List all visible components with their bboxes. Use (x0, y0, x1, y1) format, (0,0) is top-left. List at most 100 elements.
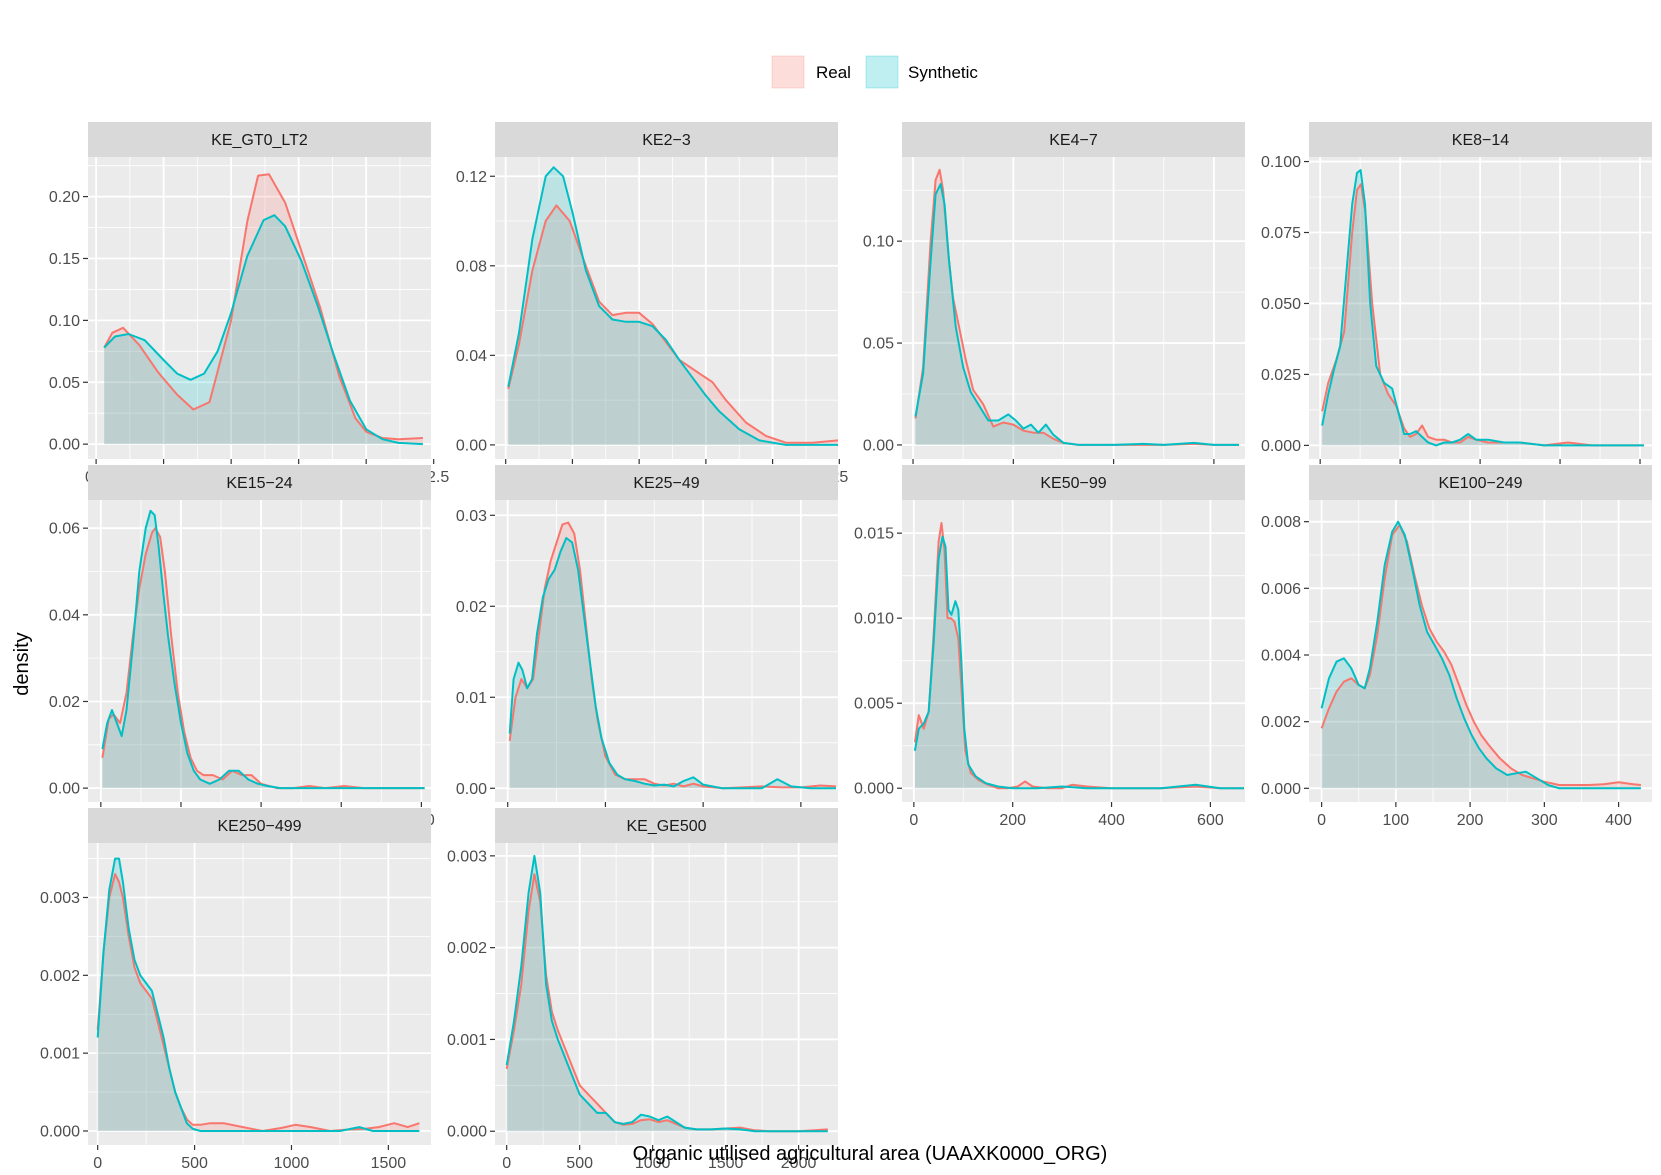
facet-ke-ge500-y-tick-label: 0.000 (447, 1124, 487, 1141)
facet-ke-ge500-y-tick-label: 0.002 (447, 940, 487, 957)
facet-ke50-99: KE50−99 0 200 400 600 0.000 0.005 0.010 0.015 (854, 465, 1245, 829)
facet-ke15-24: KE15−2402550751000.000.020.040.06 (49, 465, 435, 829)
facet-ke100-249-x-tick-label: 100 (1383, 812, 1410, 829)
facet-ke-gt0-lt2-line-real (103, 173, 423, 441)
facet-ke250-499-area-synthetic (97, 858, 420, 1131)
facet-ke4-7-strip (902, 122, 1245, 157)
facet-ke-ge500-x-tick-label: 2000 (781, 1155, 817, 1172)
facet-ke-ge500-y-tick-label: 0.001 (447, 1032, 487, 1049)
facet-ke8-14-y-tick-label: 0.075 (1261, 225, 1301, 242)
facet-ke-gt0-lt2-panel (88, 157, 431, 459)
facet-ke100-249-y-tick-label: 0.002 (1261, 714, 1301, 731)
facet-ke2-3-panel (495, 157, 838, 459)
facet-ke2-3-area-synthetic (508, 167, 838, 445)
facet-ke50-99-x-tick-label: 200 (999, 812, 1026, 829)
facet-ke250-499-x-tick-label: 1000 (274, 1155, 310, 1172)
facet-ke-ge500-strip-label: KE_GE500 (626, 818, 706, 835)
facet-ke2-3-line-real (507, 204, 839, 444)
facet-ke100-249-x-tick-label: 0 (1317, 812, 1326, 829)
facet-ke100-249-strip-label: KE100−249 (1438, 475, 1522, 492)
facet-ke-gt0-lt2-y-tick-label: 0.15 (49, 251, 80, 268)
facet-ke100-249-y-tick-label: 0.000 (1261, 781, 1301, 798)
facet-ke8-14-y-tick-label: 0.000 (1261, 438, 1301, 455)
facet-ke25-49-y-tick-label: 0.03 (456, 508, 487, 525)
facet-ke250-499-panel (88, 843, 431, 1145)
facet-ke-ge500-panel (495, 843, 838, 1145)
facet-ke100-249: KE100−249 0 100 200 300 400 0.000 0.002 0.004 0.0… (1261, 465, 1652, 829)
facet-ke-ge500-x-tick-label: 1000 (635, 1155, 671, 1172)
facet-ke100-249-x-tick-label: 400 (1605, 812, 1632, 829)
facet-ke8-14-area-real (1322, 184, 1644, 446)
facet-ke250-499-strip-label: KE250−499 (217, 818, 301, 835)
facet-ke15-24-strip-label: KE15−24 (226, 475, 292, 492)
facet-ke50-99-area-real (914, 523, 1244, 789)
facet-ke25-49-area-synthetic (509, 538, 836, 789)
facet-ke4-7-y-tick-label: 0.10 (863, 234, 894, 251)
facet-ke25-49-panel (495, 500, 838, 802)
facet-ke2-3-area-real (508, 205, 838, 445)
facet-ke8-14-line-synthetic (1321, 169, 1644, 447)
facet-ke250-499: KE250−499 0 500 1000 1500 0.000 0.001 0.002 0.00… (40, 808, 431, 1172)
legend: Real Synthetic (771, 55, 978, 89)
facet-ke100-249-strip (1309, 465, 1652, 500)
facet-ke25-49-area-real (509, 522, 836, 789)
facet-ke4-7-y-tick-label: 0.05 (863, 336, 894, 353)
facet-ke100-249-x-tick-label: 300 (1531, 812, 1558, 829)
facet-ke2-3-strip-label: KE2−3 (642, 132, 691, 149)
y-axis-title: density (11, 632, 33, 695)
facet-ke4-7-area-synthetic (915, 184, 1239, 445)
facet-ke2-3: KE2−305101520250.000.040.080.12 (456, 122, 848, 486)
facet-ke50-99-line-real (913, 522, 1244, 790)
facet-ke2-3-y-tick-label: 0.00 (456, 437, 487, 454)
facet-ke4-7-line-synthetic (914, 183, 1239, 446)
facet-ke-ge500-line-synthetic (505, 854, 828, 1133)
facet-ke25-49: KE25−490501001500.000.010.020.03 (456, 465, 838, 829)
facet-ke250-499-y-tick-label: 0.003 (40, 890, 80, 907)
facet-ke-ge500-y-tick-label: 0.003 (447, 848, 487, 865)
facet-ke250-499-y-tick-label: 0.000 (40, 1123, 80, 1140)
legend-key-real (771, 55, 805, 89)
facet-ke-ge500-x-tick-label: 500 (566, 1155, 593, 1172)
facet-ke25-49-strip (495, 465, 838, 500)
facet-ke2-3-strip (495, 122, 838, 157)
facet-ke50-99-strip-label: KE50−99 (1040, 475, 1106, 492)
facet-ke15-24-area-synthetic (102, 510, 425, 789)
facet-ke-gt0-lt2-y-tick-label: 0.20 (49, 189, 80, 206)
facet-ke50-99-x-tick-label: 400 (1098, 812, 1125, 829)
facet-ke-gt0-lt2-strip-label: KE_GT0_LT2 (211, 132, 308, 149)
legend-label-real: Real (816, 63, 851, 82)
facet-ke2-3-y-tick-label: 0.04 (456, 348, 487, 365)
facet-ke-ge500-strip (495, 808, 838, 843)
facet-ke-ge500: KE_GE500 0 500 1000 1500 2000 0.000 0.001 0.002 0… (447, 808, 838, 1172)
facet-ke25-49-y-tick-label: 0.02 (456, 599, 487, 616)
facet-ke250-499-y-tick-label: 0.001 (40, 1046, 80, 1063)
facet-ke15-24-y-tick-label: 0.06 (49, 521, 80, 538)
facet-ke250-499-y-tick-label: 0.002 (40, 968, 80, 985)
facet-ke250-499-strip (88, 808, 431, 843)
facet-ke15-24-strip (88, 465, 431, 500)
facet-ke8-14-y-tick-label: 0.025 (1261, 367, 1301, 384)
facet-ke100-249-area-synthetic (1321, 521, 1641, 789)
facet-ke50-99-y-tick-label: 0.005 (854, 696, 894, 713)
legend-label-synthetic: Synthetic (908, 63, 978, 82)
facet-ke8-14-strip-label: KE8−14 (1452, 132, 1509, 149)
facet-ke8-14-y-tick-label: 0.050 (1261, 296, 1301, 313)
facet-ke50-99-x-tick-label: 600 (1197, 812, 1224, 829)
facet-ke50-99-line-synthetic (913, 535, 1244, 790)
legend-key-synthetic (865, 55, 899, 89)
facet-ke50-99-y-tick-label: 0.010 (854, 611, 894, 628)
facet-ke100-249-y-tick-label: 0.006 (1261, 581, 1301, 598)
facet-ke8-14-strip (1309, 122, 1652, 157)
facet-ke15-24-y-tick-label: 0.00 (49, 781, 80, 798)
facet-ke50-99-area-synthetic (914, 536, 1244, 789)
facet-ke15-24-y-tick-label: 0.02 (49, 694, 80, 711)
facet-ke50-99-strip (902, 465, 1245, 500)
facet-ke250-499-line-synthetic (96, 857, 420, 1132)
facet-ke4-7-area-real (915, 169, 1239, 445)
facet-ke-ge500-area-synthetic (506, 855, 828, 1132)
facet-ke100-249-y-tick-label: 0.008 (1261, 514, 1301, 531)
facet-ke-gt0-lt2-y-tick-label: 0.05 (49, 375, 80, 392)
facet-ke-ge500-x-tick-label: 0 (502, 1155, 511, 1172)
facet-ke15-24-y-tick-label: 0.04 (49, 607, 80, 624)
